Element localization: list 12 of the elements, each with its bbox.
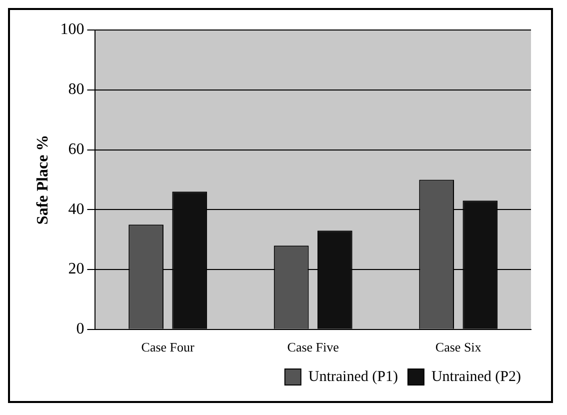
y-axis-title: Safe Place % [34, 134, 52, 225]
x-tick-label: Case Six [435, 340, 482, 355]
y-tick-label: 0 [76, 320, 84, 338]
y-tick-label: 60 [68, 140, 84, 158]
legend-label: Untrained (P2) [431, 368, 522, 385]
x-tick-label: Case Five [287, 340, 340, 355]
y-tick-label: 80 [68, 81, 84, 98]
x-tick-label: Case Four [141, 340, 196, 355]
y-tick-label: 40 [68, 200, 84, 218]
legend-label: Untrained (P1) [308, 368, 398, 385]
y-tick-label: 20 [68, 260, 84, 278]
y-tick-label: 100 [60, 21, 84, 38]
